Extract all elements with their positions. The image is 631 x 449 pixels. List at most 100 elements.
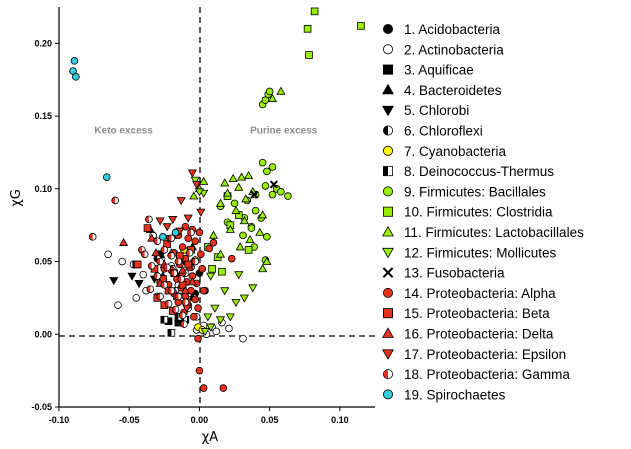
legend-item: 10. Firmicutes: Clostridia [382,205,553,220]
data-point [156,257,164,266]
legend-marker [382,225,394,237]
data-point [160,315,169,324]
legend-item: 16. Proteobacteria: Delta [382,327,554,342]
data-point [159,233,167,241]
legend-marker [382,145,393,156]
data-point [132,294,141,302]
data-point [145,215,153,224]
data-point [183,214,193,223]
legend-item: 11. Firmicutes: Lactobacillales [382,225,584,240]
legend-item: 6. Chloroflexi [382,124,483,139]
legend-marker [382,369,393,380]
data-point [187,277,198,286]
data-point [140,250,149,259]
data-point [163,263,171,272]
data-point [251,206,260,215]
x-tick-label: -0.10 [49,415,70,425]
data-point [111,196,119,205]
legend-label: 19. Spirochaetes [404,387,506,402]
legend-marker [382,23,393,34]
data-point [220,287,230,296]
legend-item: 8. Deinococcus-Thermus [382,164,554,179]
legend-label: 9. Firmicutes: Bacillales [404,184,546,199]
data-point [196,208,206,217]
data-point [167,286,176,295]
data-point [177,275,185,283]
legend-item: 9. Firmicutes: Bacillales [382,184,546,199]
data-point [205,244,214,253]
data-point [277,187,285,196]
data-point [210,304,220,313]
y-tick-label: 0.15 [34,111,52,121]
data-point [261,182,270,190]
legend-marker [382,287,393,298]
data-point [215,198,226,207]
legend-label: 16. Proteobacteria: Delta [404,327,554,342]
data-point [200,328,210,337]
y-ticks: -0.05 0.00 0.05 0.10 0.15 0.20 [31,38,59,412]
legend-item: 15. Proteobacteria: Beta [382,306,550,321]
data-point [199,176,209,185]
data-point [191,257,200,266]
legend-item: 14. Proteobacteria: Alpha [382,286,556,301]
data-point [234,271,244,280]
data-point [236,172,247,181]
data-point [265,87,274,96]
data-point [235,242,245,251]
data-point [139,270,148,279]
data-point [239,334,247,343]
legend-item: 12. Firmicutes: Mollicutes [382,245,557,260]
data-point [212,327,221,336]
data-point [208,230,219,239]
series-5 [109,272,160,289]
legend-label: 2. Actinobacteria [404,42,504,57]
data-point [245,235,255,244]
series-12 [190,176,258,337]
legend-item: 18. Proteobacteria: Gamma [382,367,570,382]
legend-item: 1. Acidobacteria [382,22,501,37]
legend-item: 5. Chlorobi [382,103,469,118]
data-point [225,324,233,333]
data-point [225,313,235,322]
y-tick-label: 0.05 [34,257,52,267]
legend-item: 2. Actinobacteria [382,42,504,57]
data-point [239,294,249,303]
data-point [222,188,233,197]
legend-label: 1. Acidobacteria [404,22,501,37]
data-point [109,277,119,286]
legend-label: 6. Chloroflexi [404,124,483,139]
data-point [162,223,172,232]
legend-label: 5. Chlorobi [404,103,469,118]
data-points [69,7,365,392]
data-point [195,366,204,375]
data-point [146,285,155,293]
data-point [227,254,236,263]
series-10 [204,7,365,276]
data-point [153,272,162,280]
data-point [208,265,216,273]
legend-marker [382,186,393,197]
data-point [160,281,169,289]
data-point [191,237,200,245]
data-point [170,269,178,277]
legend-label: 4. Bacteroidetes [404,83,502,98]
data-point [197,250,205,259]
data-point [276,86,286,95]
data-point [88,233,97,241]
data-point [190,313,198,321]
data-point [248,284,258,293]
data-point [231,298,241,307]
data-point [178,311,187,320]
y-tick-label: 0.20 [34,38,52,48]
data-point [262,256,272,265]
data-point [244,246,253,254]
data-point [269,180,278,189]
legend-item: 7. Cyanobacteria [382,144,507,159]
x-ticks: -0.10 -0.05 0.00 0.05 0.10 [49,407,349,425]
data-point [176,197,186,206]
data-point [241,194,251,203]
data-point [127,272,137,281]
data-point [255,227,265,236]
legend-marker [382,349,394,360]
